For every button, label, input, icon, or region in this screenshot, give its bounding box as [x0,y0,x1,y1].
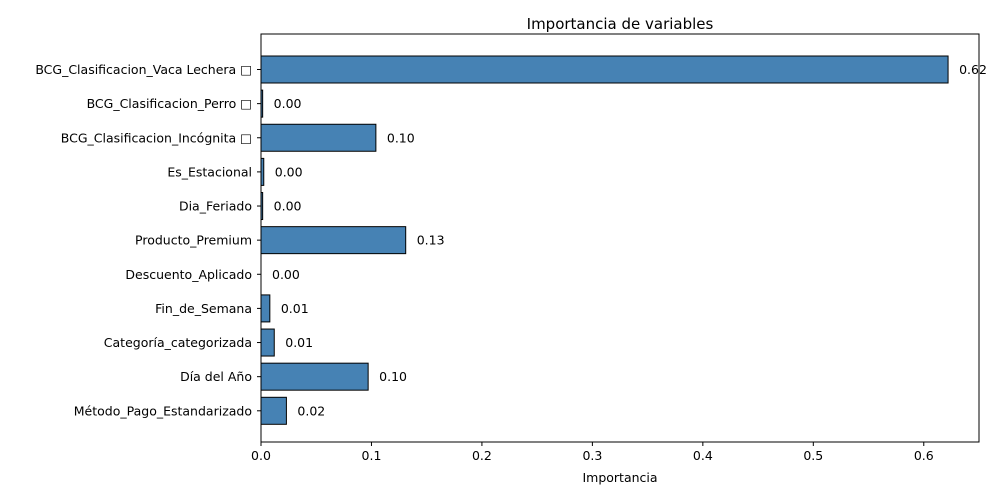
x-tick-label-2: 0.2 [472,448,492,463]
bar-0 [260,55,949,84]
x-tick-label-3: 0.3 [582,448,602,463]
value-label-1: 0.00 [274,96,302,111]
value-label-8: 0.01 [285,335,313,350]
x-axis: 0.0 0.1 0.2 0.3 0.4 0.5 0.6 [251,442,934,463]
y-axis: BCG_Clasificacion_Vaca Lechera □ BCG_Clas… [35,62,261,418]
bar-10 [260,396,287,425]
value-label-9: 0.10 [379,369,407,384]
value-label-0: 0.62 [959,62,987,77]
value-label-4: 0.00 [274,199,302,214]
value-label-10: 0.02 [297,403,325,418]
y-tick-label-2: BCG_Clasificacion_Incógnita □ [61,130,252,145]
x-tick-label-4: 0.4 [693,448,713,463]
x-tick-label-1: 0.1 [362,448,382,463]
value-label-7: 0.01 [281,301,309,316]
bar-8 [260,328,275,357]
plot-frame [260,33,980,443]
y-tick-label-3: Es_Estacional [167,164,252,179]
bar-7 [260,294,271,323]
y-tick-label-7: Fin_de_Semana [155,301,252,316]
value-label-2: 0.10 [387,130,415,145]
y-tick-label-6: Descuento_Aplicado [125,267,252,282]
y-tick-label-8: Categoría_categorizada [104,335,252,350]
bar-9 [260,362,369,391]
y-tick-label-5: Producto_Premium [135,233,252,248]
x-tick-label-0: 0.0 [251,448,271,463]
value-labels: 0.62 0.00 0.10 0.00 0.00 0.13 0.00 0.01 0.01 0.10… [272,62,987,418]
y-tick-label-1: BCG_Clasificacion_Perro □ [87,96,252,111]
y-tick-label-9: Día del Año [180,369,252,384]
bars-layer [260,55,949,425]
chart-title: Importancia de variables [527,15,714,33]
value-label-6: 0.00 [272,267,300,282]
x-tick-label-6: 0.6 [914,448,934,463]
y-tick-label-10: Método_Pago_Estandarizado [74,403,252,418]
bar-5 [260,226,407,255]
y-tick-label-0: BCG_Clasificacion_Vaca Lechera □ [35,62,252,77]
value-label-5: 0.13 [417,233,445,248]
x-tick-label-5: 0.5 [803,448,823,463]
x-axis-label: Importancia [582,470,657,485]
value-label-3: 0.00 [275,164,303,179]
bar-2 [260,123,377,152]
y-tick-label-4: Dia_Feriado [179,199,252,214]
